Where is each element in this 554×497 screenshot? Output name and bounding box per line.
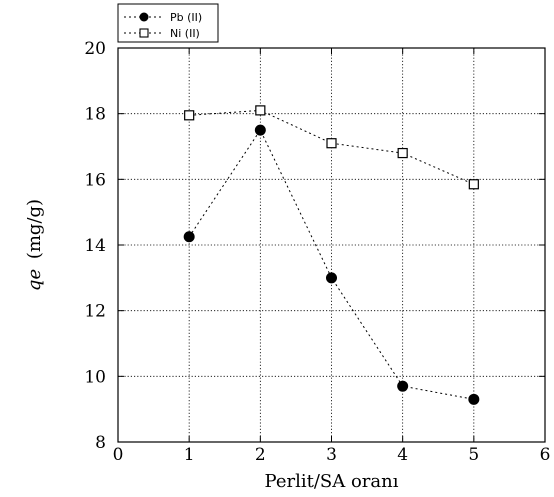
legend-marker-pb	[139, 12, 149, 22]
data-point-pb	[468, 393, 480, 405]
grid-layer	[118, 48, 545, 442]
data-point-ni	[255, 105, 266, 116]
legend-label-0: Pb (II)	[170, 11, 202, 24]
series-layer	[183, 105, 480, 405]
legend-label-1: Ni (II)	[170, 27, 200, 40]
data-point-ni	[184, 110, 195, 121]
y-tick-label: 16	[84, 170, 106, 190]
data-point-pb	[326, 272, 337, 284]
y-tick-label: 14	[84, 236, 106, 256]
data-point-ni	[468, 179, 479, 190]
y-axis-label: qe (mg/g)	[24, 199, 45, 291]
data-point-ni	[397, 147, 408, 159]
legend: Pb (II) Ni (II)	[117, 3, 219, 43]
y-tick-label: 20	[84, 39, 106, 59]
x-tick-label: 4	[397, 445, 408, 465]
svg-text:qe (mg/g): qe (mg/g)	[24, 199, 45, 291]
y-tick-label: 12	[84, 302, 106, 322]
y-tick-label: 18	[84, 105, 106, 125]
x-tick-label: 1	[184, 445, 195, 465]
x-tick-label: 6	[540, 445, 551, 465]
y-tick-label: 10	[84, 367, 106, 387]
data-point-ni	[326, 138, 337, 149]
x-tick-label: 5	[468, 445, 479, 465]
x-tick-label: 2	[255, 445, 266, 465]
x-axis-label: Perlit/SA oranı	[265, 471, 399, 492]
legend-box	[117, 3, 219, 43]
series-line-0	[188, 129, 474, 400]
data-point-pb	[183, 231, 195, 243]
y-tick-label: 8	[95, 433, 106, 453]
x-tick-label: 3	[326, 445, 337, 465]
x-tick-label: 0	[113, 445, 124, 465]
data-point-pb	[254, 124, 266, 136]
y-axis-label-unit: (mg/g)	[24, 199, 45, 259]
data-point-pb	[397, 380, 409, 392]
y-axis-label-symbol: qe	[24, 269, 45, 291]
legend-marker-ni	[139, 28, 149, 38]
